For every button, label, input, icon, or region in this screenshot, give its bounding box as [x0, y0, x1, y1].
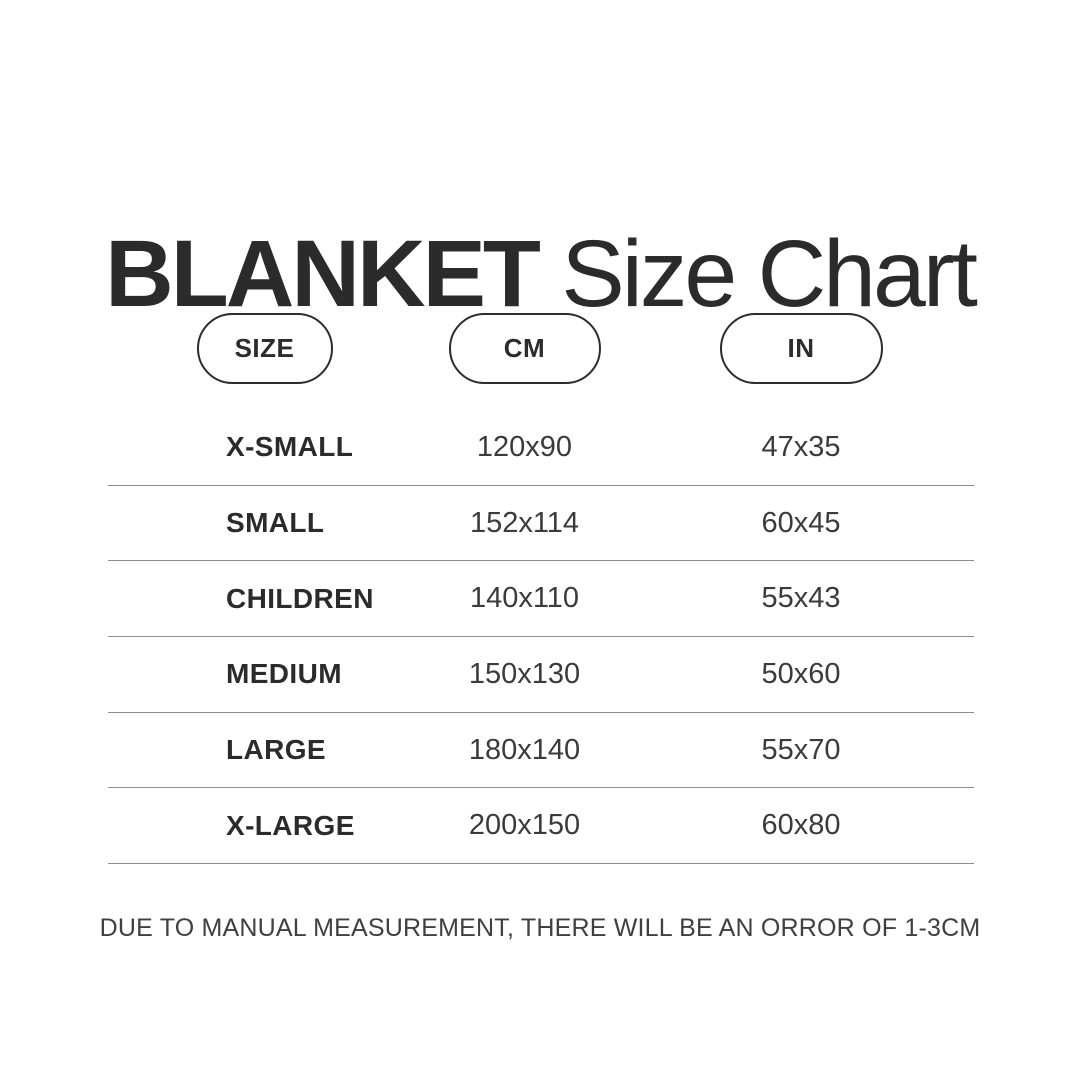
- table-row-small: SMALL 152x114 60x45: [108, 486, 974, 562]
- cm-value: 120x90: [476, 430, 573, 463]
- cm-value: 150x130: [468, 657, 581, 690]
- cm-value: 152x114: [469, 506, 580, 539]
- table-row-x-large: X-LARGE 200x150 60x80: [108, 788, 974, 865]
- cm-value: 140x110: [469, 582, 580, 615]
- cm-value: 180x140: [468, 733, 581, 766]
- page-title-product: BLANKET: [105, 220, 541, 327]
- in-value: 50x60: [761, 657, 841, 690]
- table-row-x-small: X-SMALL 120x90 47x35: [108, 410, 974, 486]
- size-chart-table: SIZE CM IN X-SMALL 120x90 47x35 SMALL 15…: [108, 313, 974, 865]
- in-column-header-pill: IN: [719, 313, 883, 384]
- table-row-medium: MEDIUM 150x130 50x60: [108, 637, 974, 713]
- cm-column-header-pill: CM: [448, 313, 601, 384]
- in-value: 47x35: [761, 430, 841, 463]
- header-cell-in: IN: [628, 313, 974, 384]
- size-label: CHILDREN: [226, 582, 374, 614]
- header-cell-size: SIZE: [108, 313, 421, 384]
- size-label: SMALL: [226, 507, 325, 539]
- in-value: 60x80: [761, 809, 841, 842]
- page-title-suffix: Size Chart: [561, 220, 978, 327]
- size-label: X-LARGE: [226, 809, 355, 841]
- cm-value: 200x150: [468, 809, 581, 842]
- table-header-row: SIZE CM IN: [108, 313, 974, 384]
- table-row-large: LARGE 180x140 55x70: [108, 713, 974, 789]
- table-row-children: CHILDREN 140x110 55x43: [108, 561, 974, 638]
- in-value: 55x43: [761, 582, 841, 615]
- size-label: X-SMALL: [226, 431, 354, 463]
- measurement-disclaimer: DUE TO MANUAL MEASUREMENT, THERE WILL BE…: [99, 914, 981, 942]
- page-title: BLANKET Size Chart: [0, 224, 1080, 324]
- size-label: LARGE: [226, 734, 326, 766]
- table-body: X-SMALL 120x90 47x35 SMALL 152x114 60x45…: [108, 410, 974, 865]
- size-label: MEDIUM: [226, 658, 342, 690]
- size-column-header-pill: SIZE: [196, 313, 333, 384]
- header-cell-cm: CM: [421, 313, 628, 384]
- in-value: 55x70: [761, 733, 841, 766]
- in-value: 60x45: [761, 506, 841, 539]
